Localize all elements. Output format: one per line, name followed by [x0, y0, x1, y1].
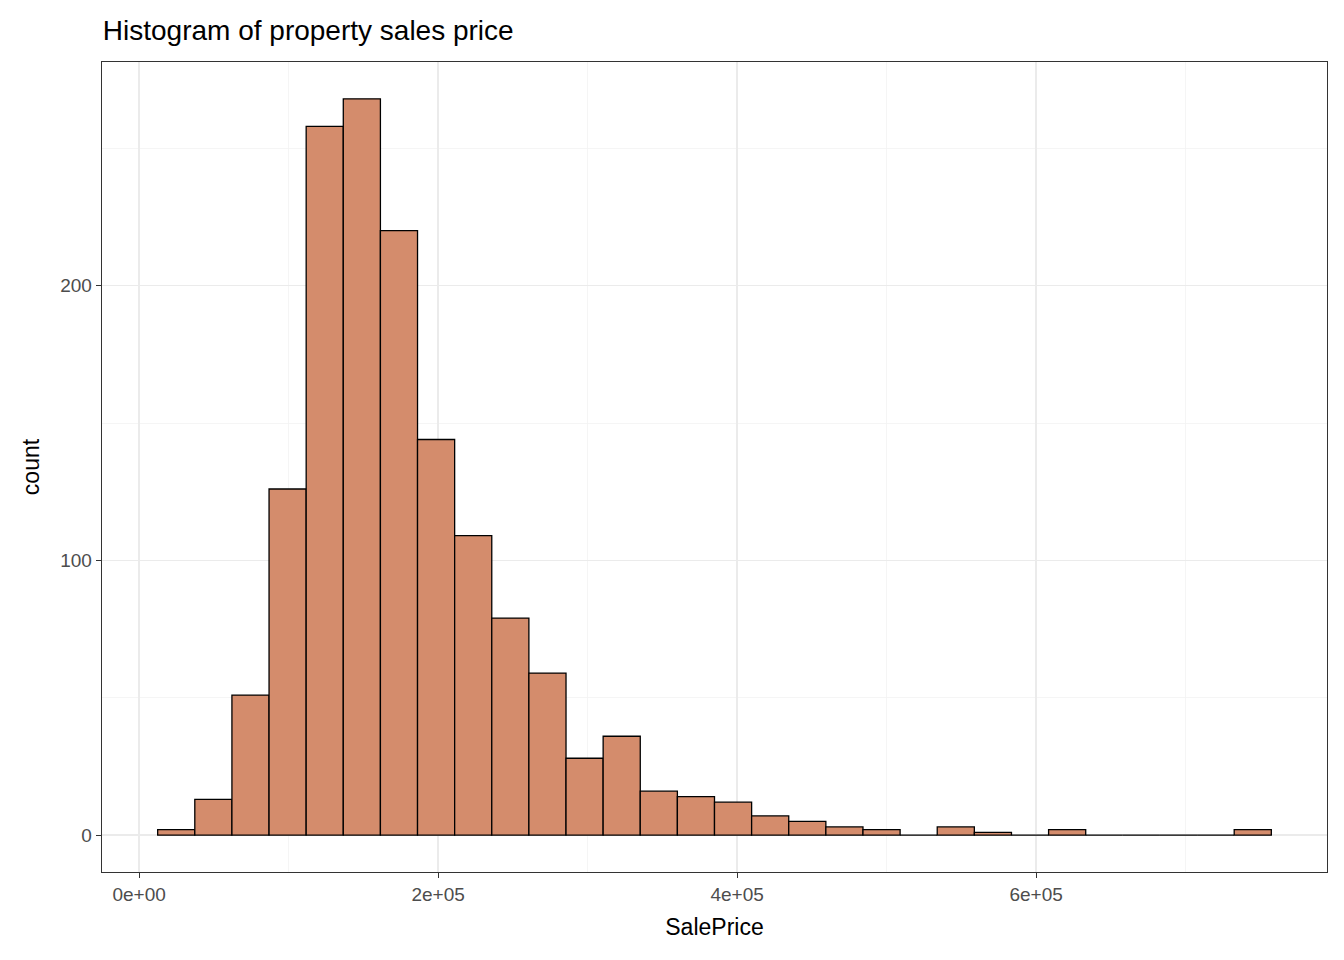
svg-text:2e+05: 2e+05: [411, 884, 464, 905]
svg-text:0e+00: 0e+00: [112, 884, 165, 905]
svg-text:SalePrice: SalePrice: [665, 914, 763, 940]
svg-text:count: count: [18, 438, 44, 495]
svg-text:Histogram of property sales pr: Histogram of property sales price: [103, 15, 514, 46]
svg-text:4e+05: 4e+05: [710, 884, 763, 905]
svg-text:6e+05: 6e+05: [1009, 884, 1062, 905]
svg-text:200: 200: [60, 275, 92, 296]
svg-text:0: 0: [81, 825, 92, 846]
svg-text:100: 100: [60, 550, 92, 571]
